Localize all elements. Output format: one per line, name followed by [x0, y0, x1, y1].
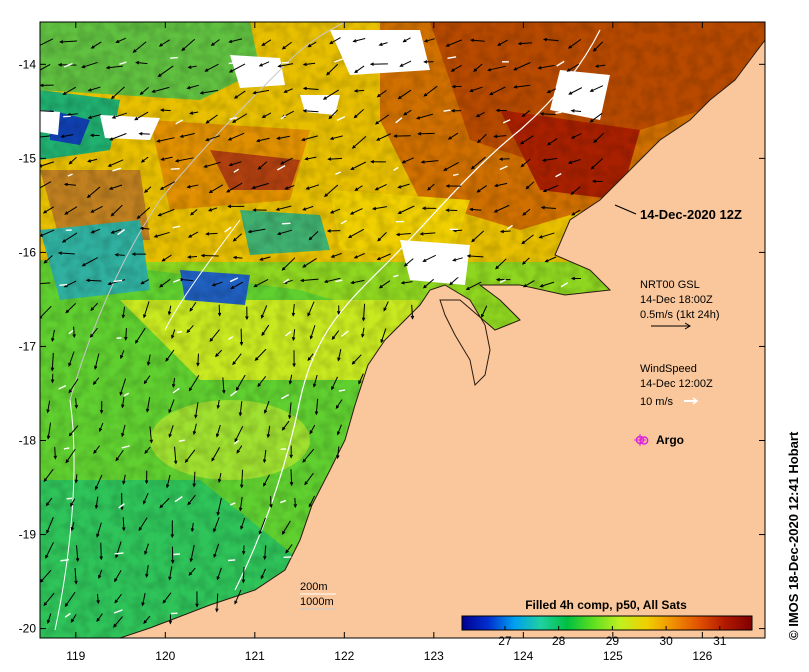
isobath-legend-1000m: 1000m: [300, 596, 334, 608]
current-legend-time: 14-Dec 18:00Z: [640, 294, 713, 306]
x-tick-label: 121: [245, 649, 265, 663]
map-plot-area: [40, 22, 765, 638]
x-tick-label: 119: [66, 649, 85, 663]
colorbar-ticks: 27 28 29 30 31: [498, 626, 727, 648]
colorbar-gradient: [461, 615, 753, 631]
x-tick-label: 125: [603, 649, 623, 663]
wind-legend-title: WindSpeed: [640, 363, 697, 375]
y-tick-label: -14: [19, 57, 37, 71]
y-tick-label: -16: [19, 245, 37, 259]
current-scale-arrow-icon: [651, 322, 691, 330]
credit-label: IMOS 18-Dec-2020 12:41 Hobart: [786, 431, 801, 627]
isobath-legend-200m: 200m: [300, 581, 328, 593]
y-tick-label: -18: [19, 434, 37, 448]
wind-legend-time: 14-Dec 12:00Z: [640, 378, 713, 390]
title-pointer: [614, 204, 637, 215]
isobath-legend: 200m 1000m: [300, 581, 336, 610]
colorbar-tick-label: 27: [498, 634, 512, 648]
copyright-icon: ©: [786, 630, 801, 640]
x-axis: 119 120 121 122 123 124 125 126: [66, 22, 713, 663]
isobath-200m: [234, 29, 601, 591]
wind-scale-arrow-icon: [684, 397, 699, 405]
isobath-1000m: [69, 22, 346, 401]
y-tick-label: -19: [19, 528, 37, 542]
y-axis: -14 -15 -16 -17 -18 -19 -20: [19, 57, 765, 636]
colorbar-tick-label: 28: [552, 634, 566, 648]
colorbar-tick-label: 30: [659, 634, 673, 648]
credit-text: © IMOS 18-Dec-2020 12:41 Hobart: [786, 432, 801, 640]
wind-legend: WindSpeed 14-Dec 12:00Z 10 m/s: [640, 363, 713, 408]
x-tick-label: 123: [424, 649, 444, 663]
wind-legend-scale: 10 m/s: [640, 396, 674, 408]
colorbar-tick-label: 31: [713, 634, 727, 648]
x-tick-label: 122: [334, 649, 354, 663]
isobath-1000m-west: [54, 219, 241, 631]
current-legend-scale: 0.5m/s (1kt 24h): [640, 309, 719, 321]
y-tick-label: -20: [19, 622, 37, 636]
colorbar-label: Filled 4h comp, p50, All Sats: [525, 598, 687, 612]
argo-legend: Argo: [634, 433, 684, 447]
land-kimberley: [119, 22, 765, 638]
map-title: 14-Dec-2020 12Z: [640, 207, 742, 222]
colorbar: Filled 4h comp, p50, All Sats 27 28 29 30 31: [461, 598, 753, 648]
x-tick-label: 126: [692, 649, 712, 663]
y-tick-label: -17: [19, 339, 37, 353]
argo-float-marker: [639, 436, 649, 445]
x-tick-label: 120: [155, 649, 175, 663]
y-tick-label: -15: [19, 151, 37, 165]
current-arrows: [40, 37, 606, 628]
current-legend: NRT00 GSL 14-Dec 18:00Z 0.5m/s (1kt 24h): [640, 279, 719, 330]
colorbar-tick-label: 29: [606, 634, 620, 648]
x-tick-label: 124: [513, 649, 533, 663]
wind-arrows: [58, 54, 569, 618]
map-frame: [39, 21, 766, 639]
argo-legend-label: Argo: [656, 433, 684, 447]
current-legend-title: NRT00 GSL: [640, 279, 700, 291]
